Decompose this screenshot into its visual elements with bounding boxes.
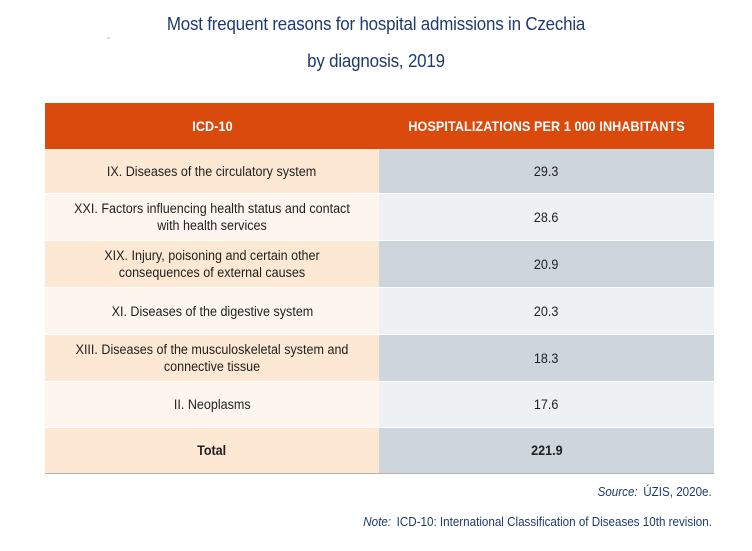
- table-row: II. Neoplasms 17.6: [45, 381, 714, 428]
- table-row: IX. Diseases of the circulatory system 2…: [45, 149, 714, 194]
- definition-note: Note: ICD-10: International Classificatio…: [363, 515, 712, 529]
- total-value: 221.9: [379, 427, 714, 474]
- row-diagnosis: IX. Diseases of the circulatory system: [45, 149, 379, 194]
- row-value: 28.6: [379, 193, 714, 241]
- row-value: 17.6: [379, 381, 714, 428]
- table-row: XIX. Injury, poisoning and certain other…: [45, 240, 714, 288]
- source-note: Source: ÚZIS, 2020e.: [598, 485, 712, 499]
- table-total-row: Total 221.9: [45, 427, 714, 474]
- page-title-line-2: by diagnosis, 2019: [307, 51, 445, 71]
- source-text: ÚZIS, 2020e.: [643, 485, 712, 499]
- row-diagnosis: XIII. Diseases of the musculoskeletal sy…: [45, 334, 379, 382]
- source-label: Source:: [597, 485, 638, 499]
- note-text: ICD-10: International Classification of …: [396, 515, 712, 529]
- row-value: 20.3: [379, 287, 714, 335]
- row-diagnosis: XI. Diseases of the digestive system: [45, 287, 379, 335]
- decorative-mark: [107, 37, 110, 39]
- row-diagnosis: XXI. Factors influencing health status a…: [45, 193, 379, 241]
- table-row: XIII. Diseases of the musculoskeletal sy…: [45, 334, 714, 382]
- row-diagnosis: XIX. Injury, poisoning and certain other…: [45, 240, 379, 288]
- header-hospitalizations: HOSPITALIZATIONS PER 1 000 INHABITANTS: [379, 103, 714, 149]
- header-icd10: ICD-10: [45, 103, 379, 149]
- total-label: Total: [45, 427, 379, 474]
- admissions-table: ICD-10 HOSPITALIZATIONS PER 1 000 INHABI…: [45, 103, 714, 474]
- table-row: XI. Diseases of the digestive system 20.…: [45, 287, 714, 335]
- row-value: 20.9: [379, 240, 714, 288]
- page-title-line-1: Most frequent reasons for hospital admis…: [166, 14, 586, 34]
- table-row: XXI. Factors influencing health status a…: [45, 193, 714, 241]
- note-label: Note:: [363, 515, 392, 529]
- row-value: 18.3: [379, 334, 714, 382]
- row-diagnosis: II. Neoplasms: [45, 381, 379, 428]
- row-value: 29.3: [379, 149, 714, 194]
- table-header-row: ICD-10 HOSPITALIZATIONS PER 1 000 INHABI…: [45, 103, 714, 149]
